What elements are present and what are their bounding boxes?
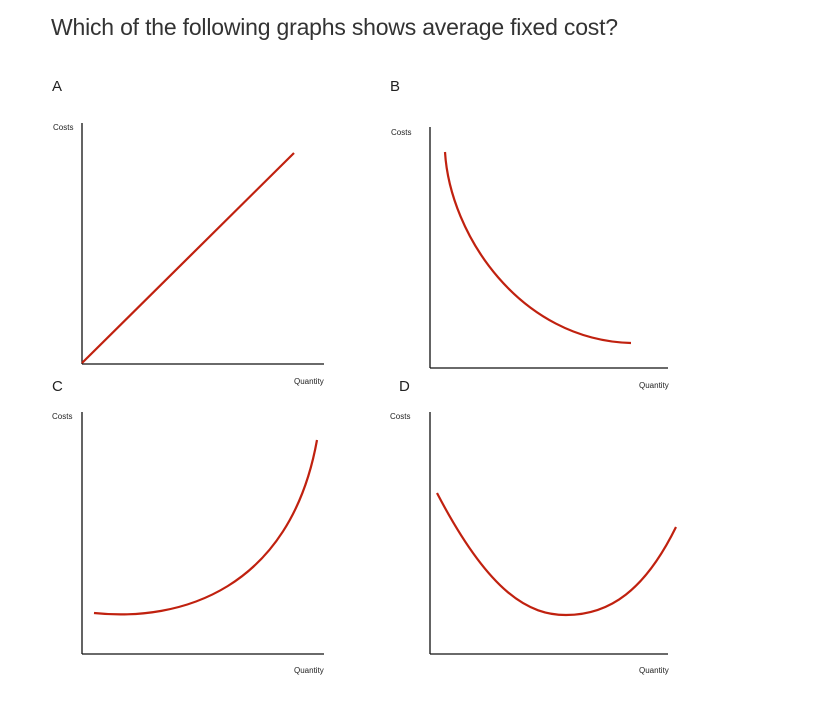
graph-a: Costs Quantity	[53, 123, 324, 386]
graph-a-ylabel: Costs	[53, 123, 73, 132]
option-label-a: A	[52, 78, 63, 95]
graph-c: Costs Quantity	[52, 412, 324, 675]
graph-d: Costs Quantity	[390, 412, 677, 675]
option-label-c: C	[52, 378, 63, 395]
graph-b: Costs Quantity	[391, 127, 669, 390]
graph-a-xlabel: Quantity	[294, 377, 324, 386]
graph-d-xlabel: Quantity	[639, 666, 669, 675]
graph-a-curve	[81, 152, 295, 364]
graph-c-ylabel: Costs	[52, 412, 72, 421]
option-label-d: D	[399, 378, 410, 395]
question-text: Which of the following graphs shows aver…	[51, 14, 618, 40]
graph-b-ylabel: Costs	[391, 128, 411, 137]
graph-d-curve	[436, 492, 677, 617]
graph-d-ylabel: Costs	[390, 412, 410, 421]
graph-c-xlabel: Quantity	[294, 666, 324, 675]
graph-b-curve	[443, 151, 632, 345]
graph-b-xlabel: Quantity	[639, 381, 669, 390]
graph-c-curve	[93, 439, 319, 616]
option-label-b: B	[390, 78, 401, 95]
